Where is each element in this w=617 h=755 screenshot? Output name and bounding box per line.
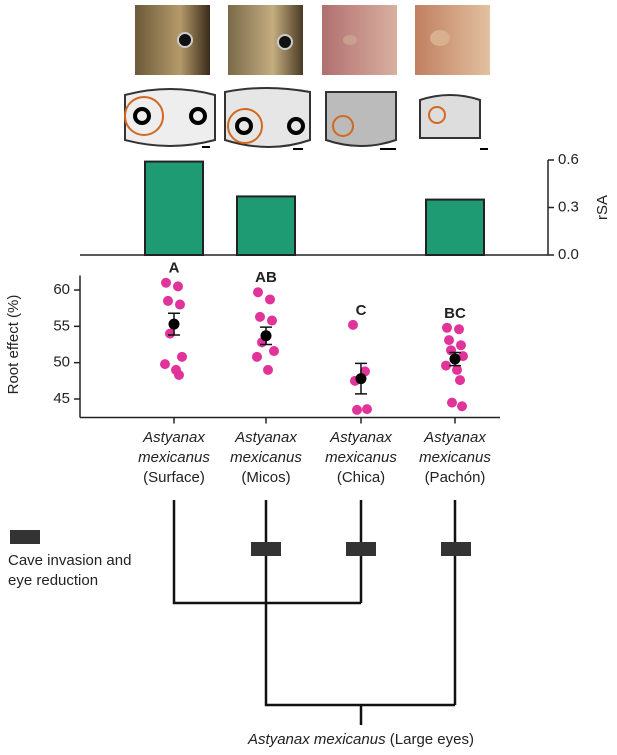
x-tick-label: mexicanus (325, 449, 397, 466)
data-point (267, 315, 277, 326)
data-point (454, 324, 464, 335)
root-species: Astyanax mexicanus (247, 731, 386, 748)
y-tick-label: 0.0 (558, 246, 579, 263)
data-point (255, 311, 265, 322)
root-label: Astyanax mexicanus (Large eyes) (247, 731, 474, 748)
mean-point (449, 353, 461, 365)
data-point (161, 277, 171, 288)
x-tick-label: mexicanus (230, 449, 302, 466)
y-axis-label: Root effect (%) (5, 295, 22, 395)
mean-point (260, 330, 272, 342)
bar (236, 195, 296, 257)
legend-text: Cave invasion and (8, 552, 131, 569)
data-point (456, 340, 466, 351)
data-point (269, 346, 279, 357)
mean-point (168, 318, 180, 330)
group-label: AB (255, 269, 277, 286)
data-point (165, 328, 175, 339)
x-tick-label: mexicanus (138, 449, 210, 466)
legend-swatch (10, 530, 40, 544)
data-point (177, 351, 187, 362)
data-point (175, 299, 185, 310)
data-point (160, 359, 170, 370)
bar (144, 160, 204, 256)
fish-photos (135, 5, 490, 75)
data-point (447, 397, 457, 408)
data-point (265, 294, 275, 305)
y-tick-label: 45 (53, 390, 70, 407)
x-tick-label: Astyanax (234, 429, 297, 446)
group-label: A (169, 260, 180, 277)
phylogeny (10, 500, 471, 725)
data-point (174, 370, 184, 381)
legend-text: eye reduction (8, 572, 98, 589)
mean-point (355, 373, 367, 385)
x-tick-label: Astyanax (329, 429, 392, 446)
y-axis-label: rSA (594, 195, 611, 220)
data-point (163, 295, 173, 306)
data-point (444, 335, 454, 346)
group-label: BC (444, 305, 466, 322)
x-tick-label: mexicanus (419, 449, 491, 466)
x-tick-label: (Pachón) (425, 469, 486, 486)
data-point (442, 322, 452, 333)
data-point (452, 364, 462, 375)
y-tick-label: 55 (53, 317, 70, 334)
data-point (253, 287, 263, 298)
skull-sections (124, 87, 488, 150)
y-tick-label: 60 (53, 281, 70, 298)
x-tick-label: Astyanax (423, 429, 486, 446)
y-tick-label: 0.6 (558, 151, 579, 168)
data-point (263, 364, 273, 375)
data-point (252, 351, 262, 362)
data-point (352, 404, 362, 415)
data-point (455, 375, 465, 386)
x-tick-label: Astyanax (142, 429, 205, 446)
data-point (362, 404, 372, 415)
data-point (441, 360, 451, 371)
bar (425, 198, 485, 256)
data-point (173, 281, 183, 292)
y-tick-label: 0.3 (558, 198, 579, 215)
x-tick-label: (Chica) (337, 469, 385, 486)
data-point (457, 401, 467, 412)
x-tick-label: (Surface) (143, 469, 205, 486)
x-tick-label: (Micos) (241, 469, 290, 486)
data-point (458, 351, 468, 362)
group-label: C (356, 302, 367, 319)
y-tick-label: 50 (53, 354, 70, 371)
data-point (348, 319, 358, 330)
root-note: (Large eyes) (390, 731, 474, 748)
